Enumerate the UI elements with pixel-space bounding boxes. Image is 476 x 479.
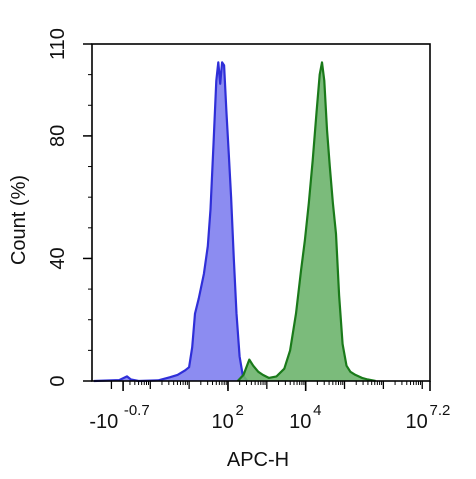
y-tick-label: 80 bbox=[47, 125, 69, 147]
plot-frame bbox=[91, 43, 431, 382]
x-tick-label: -10 bbox=[89, 411, 118, 433]
x-tick-exponent: 4 bbox=[313, 402, 321, 419]
x-tick-exponent: 7.2 bbox=[430, 402, 451, 419]
series-1-line bbox=[236, 61, 376, 383]
y-axis-label: Count (%) bbox=[8, 175, 30, 265]
x-tick-exponent: -0.7 bbox=[124, 402, 150, 419]
series-0-area bbox=[93, 62, 248, 382]
y-tick-label: 0 bbox=[47, 375, 69, 386]
y-tick-label: 110 bbox=[47, 28, 69, 60]
series-layer bbox=[93, 61, 376, 383]
x-tick-label: 10 bbox=[211, 411, 233, 433]
y-tick-label: 40 bbox=[47, 247, 69, 269]
x-tick-label: 10 bbox=[406, 411, 428, 433]
x-axis-label: APC-H bbox=[227, 449, 289, 471]
x-tick-label: 10 bbox=[289, 411, 311, 433]
x-tick-exponent: 2 bbox=[235, 402, 243, 419]
series-1-area bbox=[237, 62, 376, 382]
